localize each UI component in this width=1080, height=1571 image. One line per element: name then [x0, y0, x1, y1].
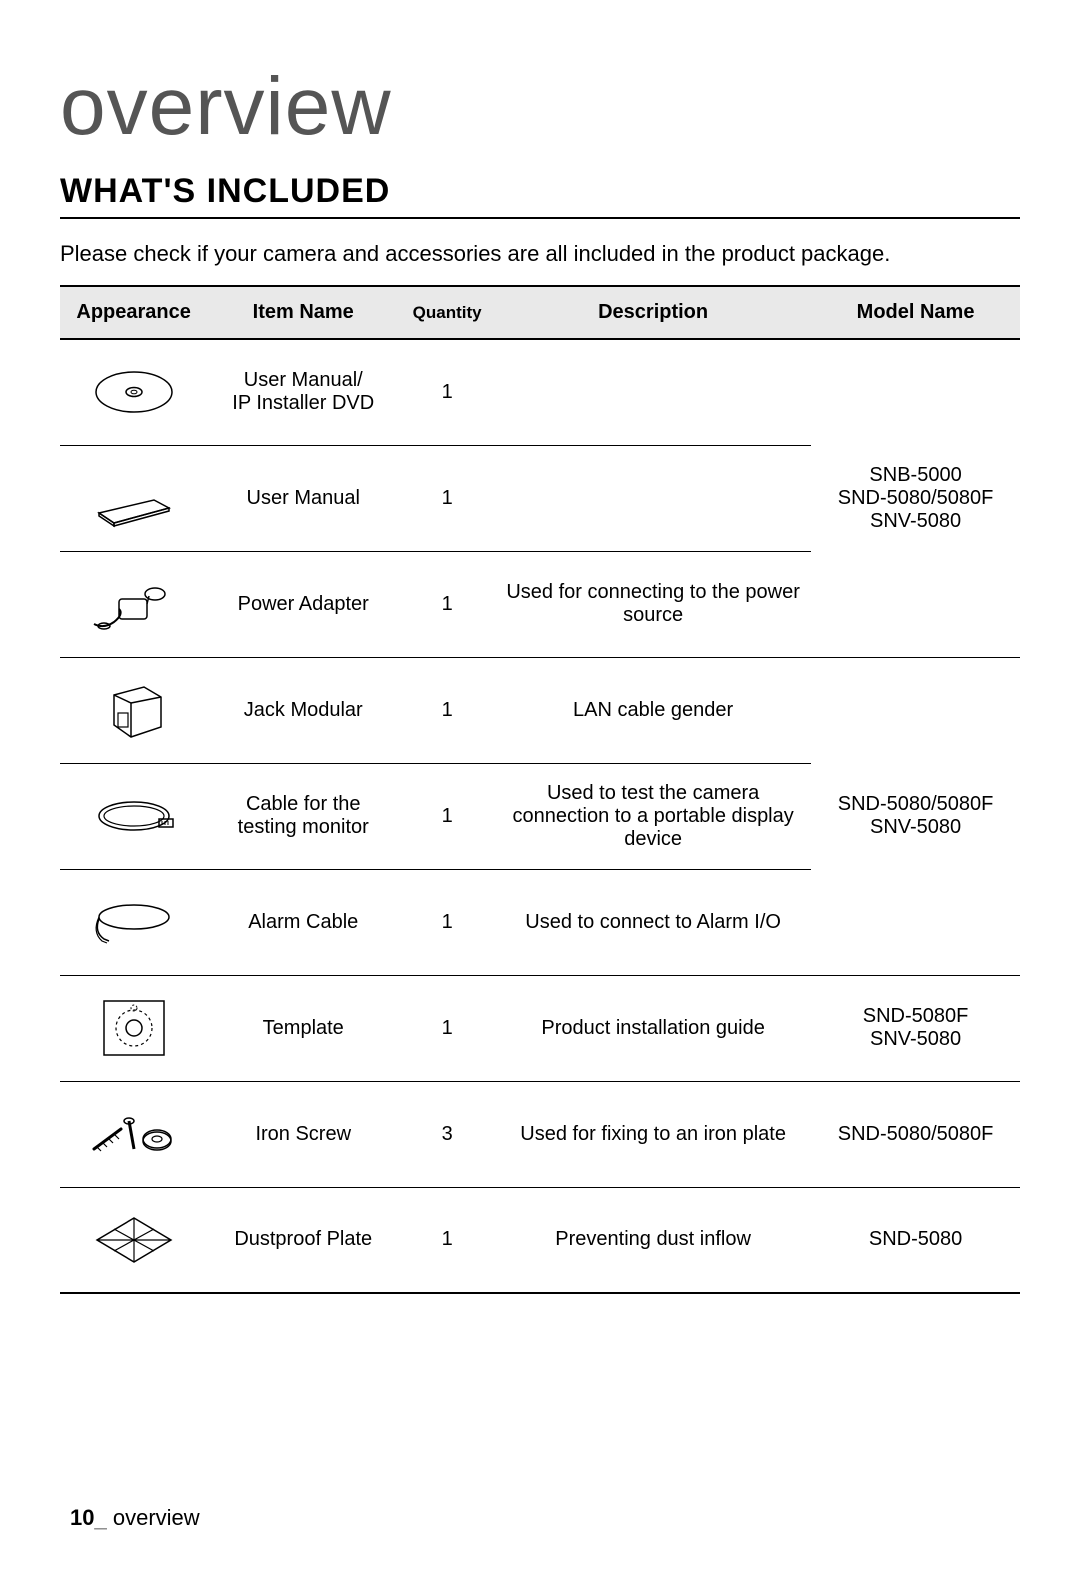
table-row: User Manual/IP Installer DVD1SNB-5000SND… [60, 339, 1020, 445]
description-cell: Used for connecting to the power source [495, 551, 811, 657]
quantity-cell: 1 [399, 763, 495, 869]
description-cell: Preventing dust inflow [495, 1187, 811, 1293]
item-name-cell: Power Adapter [207, 551, 399, 657]
col-model-header: Model Name [811, 286, 1020, 339]
table-header-row: Appearance Item Name Quantity Descriptio… [60, 286, 1020, 339]
iron-screw-icon [60, 1081, 207, 1187]
page-footer: 10_ overview [70, 1505, 200, 1531]
description-cell: Used for fixing to an iron plate [495, 1081, 811, 1187]
item-name-cell: Alarm Cable [207, 869, 399, 975]
item-name-cell: User Manual/IP Installer DVD [207, 339, 399, 445]
whats-included-table: Appearance Item Name Quantity Descriptio… [60, 285, 1020, 1294]
manual-icon [60, 445, 207, 551]
quantity-cell: 1 [399, 445, 495, 551]
quantity-cell: 3 [399, 1081, 495, 1187]
table-row: Dustproof Plate1Preventing dust inflowSN… [60, 1187, 1020, 1293]
description-cell: Used to test the camera connection to a … [495, 763, 811, 869]
model-name-cell: SND-5080/5080F [811, 1081, 1020, 1187]
dustproof-plate-icon [60, 1187, 207, 1293]
item-name-cell: Cable for the testing monitor [207, 763, 399, 869]
description-cell: Used to connect to Alarm I/O [495, 869, 811, 975]
model-name-cell: SNB-5000SND-5080/5080FSNV-5080 [811, 339, 1020, 657]
chapter-title: overview [60, 60, 1020, 154]
test-cable-icon [60, 763, 207, 869]
model-name-cell: SND-5080FSNV-5080 [811, 975, 1020, 1081]
item-name-cell: User Manual [207, 445, 399, 551]
model-name-cell: SND-5080/5080FSNV-5080 [811, 657, 1020, 975]
dvd-icon [60, 339, 207, 445]
quantity-cell: 1 [399, 869, 495, 975]
page-number: 10 [70, 1505, 94, 1530]
table-row: Iron Screw3Used for fixing to an iron pl… [60, 1081, 1020, 1187]
col-appearance-header: Appearance [60, 286, 207, 339]
item-name-cell: Dustproof Plate [207, 1187, 399, 1293]
section-rule [60, 217, 1020, 219]
alarm-cable-icon [60, 869, 207, 975]
col-item-header: Item Name [207, 286, 399, 339]
quantity-cell: 1 [399, 551, 495, 657]
col-qty-header: Quantity [399, 286, 495, 339]
power-adapter-icon [60, 551, 207, 657]
table-row: Template1Product installation guideSND-5… [60, 975, 1020, 1081]
section-title: WHAT'S INCLUDED [60, 172, 1020, 211]
description-cell [495, 339, 811, 445]
footer-separator: _ [94, 1505, 106, 1530]
col-desc-header: Description [495, 286, 811, 339]
model-name-cell: SND-5080 [811, 1187, 1020, 1293]
table-body: User Manual/IP Installer DVD1SNB-5000SND… [60, 339, 1020, 1293]
item-name-cell: Jack Modular [207, 657, 399, 763]
template-icon [60, 975, 207, 1081]
description-cell [495, 445, 811, 551]
intro-text: Please check if your camera and accessor… [60, 241, 1020, 267]
quantity-cell: 1 [399, 339, 495, 445]
quantity-cell: 1 [399, 1187, 495, 1293]
manual-page: overview WHAT'S INCLUDED Please check if… [0, 0, 1080, 1571]
footer-label: overview [113, 1505, 200, 1530]
item-name-cell: Template [207, 975, 399, 1081]
jack-modular-icon [60, 657, 207, 763]
description-cell: LAN cable gender [495, 657, 811, 763]
description-cell: Product installation guide [495, 975, 811, 1081]
table-row: Jack Modular1LAN cable genderSND-5080/50… [60, 657, 1020, 763]
quantity-cell: 1 [399, 657, 495, 763]
quantity-cell: 1 [399, 975, 495, 1081]
item-name-cell: Iron Screw [207, 1081, 399, 1187]
